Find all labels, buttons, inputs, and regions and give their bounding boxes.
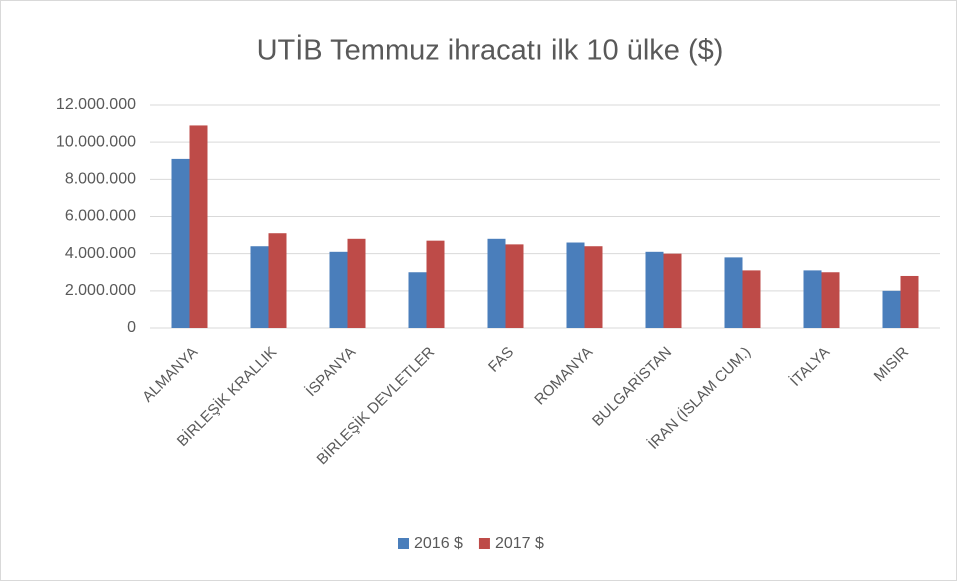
- legend-swatch: [478, 538, 490, 549]
- bar: [821, 272, 840, 328]
- bar: [724, 257, 743, 328]
- bar: [663, 253, 682, 328]
- bar: [250, 246, 269, 328]
- bar: [329, 251, 348, 328]
- y-tick-label: 10.000.000: [56, 133, 136, 150]
- bar: [742, 270, 761, 328]
- bar: [487, 238, 506, 328]
- bar: [803, 270, 822, 328]
- y-tick-label: 6.000.000: [65, 208, 136, 225]
- bar: [505, 244, 524, 328]
- bar: [645, 251, 664, 328]
- bar: [882, 290, 901, 328]
- bar: [584, 246, 603, 328]
- bar: [189, 125, 208, 328]
- y-tick-label: 2.000.000: [65, 282, 136, 299]
- bar: [900, 275, 919, 328]
- chart-title: UTİB Temmuz ihracatı ilk 10 ülke ($): [257, 34, 724, 67]
- bar: [426, 240, 445, 328]
- bar: [171, 158, 190, 328]
- y-tick-label: 4.000.000: [65, 245, 136, 262]
- y-tick-label: 8.000.000: [65, 171, 136, 188]
- y-tick-label: 12.000.000: [56, 96, 136, 113]
- legend-label: 2017 $: [495, 535, 544, 552]
- bar: [347, 238, 366, 328]
- legend-label: 2016 $: [414, 535, 463, 552]
- legend-swatch: [398, 538, 409, 549]
- bar: [268, 233, 287, 328]
- bar: [408, 272, 427, 328]
- bar: [566, 242, 585, 328]
- y-tick-label: 0: [127, 319, 136, 336]
